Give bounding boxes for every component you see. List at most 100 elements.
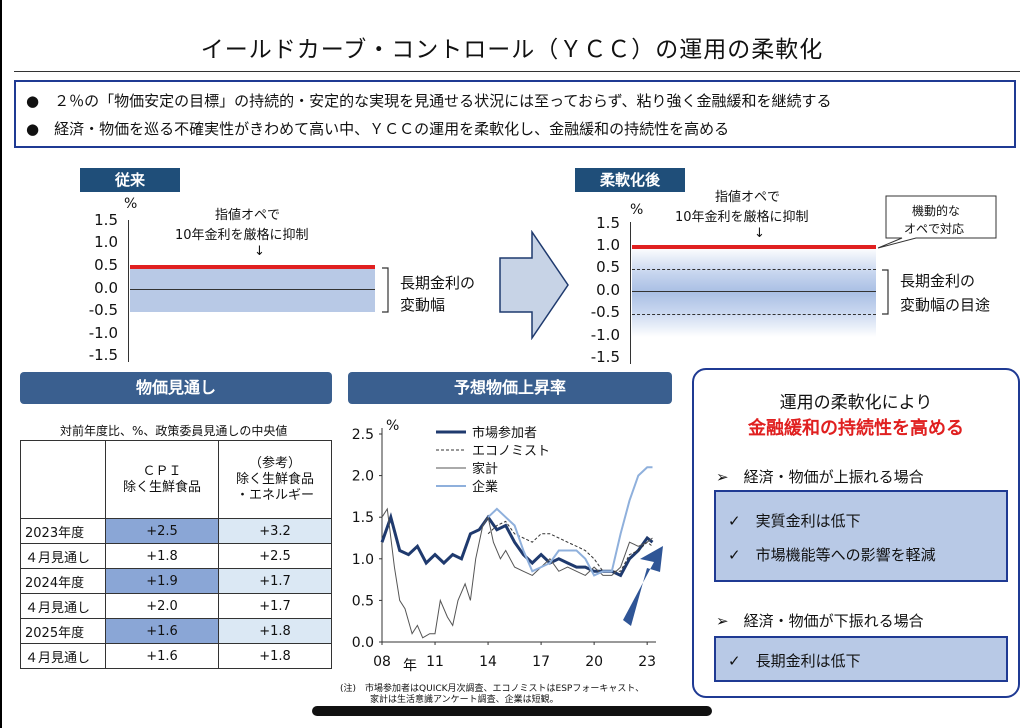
row-core-value: +1.8 <box>218 643 332 669</box>
panel-case-up: ➢ 経済・物価が上振れる場合 <box>716 468 924 486</box>
before-note-2: 10年金利を厳格に抑制 <box>175 228 309 243</box>
panel-down-box: ✓ 長期金利は低下 <box>714 636 1008 682</box>
before-note-1: 指値オペで <box>215 208 281 223</box>
series-line-2 <box>381 507 653 639</box>
forecast-col2-header: （参考） 除く生鮮食品 ・エネルギー <box>218 440 332 519</box>
panel-title-2: 金融緩和の持続性を高める <box>748 418 964 439</box>
window-frame-edge <box>0 0 2 728</box>
chart-y-tick-label: 0.5 <box>352 593 374 609</box>
row-core-value: +3.2 <box>218 518 332 544</box>
chart-y-tick-label: 0.0 <box>352 635 374 651</box>
after-unit: % <box>630 202 644 218</box>
row-label: ４月見通し <box>20 643 106 669</box>
panel-title-1: 運用の柔軟化により <box>779 393 933 413</box>
after-zero-line <box>632 291 876 292</box>
panel-down-item-1: ✓ 長期金利は低下 <box>728 652 861 670</box>
before-y-axis <box>128 220 129 362</box>
chart-note-line1: (注) 市場参加者はQUICK月次調査、エコノミストはESPフォーキャスト、 <box>340 684 645 694</box>
after-header: 柔軟化後 <box>575 168 685 192</box>
before-unit: % <box>124 196 138 212</box>
panel-up-item-1: ✓ 実質金利は低下 <box>728 512 861 530</box>
after-tick-6: -1.0 <box>590 326 620 344</box>
forecast-table: ＣＰＩ 除く生鮮食品 （参考） 除く生鮮食品 ・エネルギー 2023年度 +2.… <box>20 440 332 669</box>
row-cpi-value: +1.6 <box>105 618 219 644</box>
chart-y-tick-label: 2.0 <box>352 469 374 485</box>
row-cpi-value: +1.9 <box>105 568 219 594</box>
forecast-corner-cell <box>20 440 106 519</box>
table-row: 2023年度 +2.5 +3.2 <box>20 518 332 544</box>
before-tick-4: 0.0 <box>94 279 118 297</box>
after-tick-3: 0.5 <box>596 258 620 276</box>
before-cap-line <box>130 265 375 269</box>
summary-box: ● ２％の「物価安定の目標」の持続的・安定的な実現を見通せる状況には至っておらず… <box>14 80 1016 148</box>
after-diagram: % 1.5 1.0 0.5 0.0 -0.5 -1.0 -1.5 指値オペで 1… <box>540 190 1020 366</box>
row-cpi-value: +1.6 <box>105 643 219 669</box>
after-band-label-1: 長期金利の <box>900 272 976 290</box>
summary-line-2: ● 経済・物価を巡る不確実性がきわめて高い中、ＹＣＣの運用を柔軟化し、金融緩和の… <box>26 120 730 138</box>
before-tick-1: 1.5 <box>94 211 118 229</box>
chart-note-line2: 家計は生活意識アンケート調査、企業は短観。 <box>370 695 559 705</box>
before-tick-7: -1.5 <box>88 346 118 364</box>
after-callout <box>877 195 997 249</box>
flexibility-panel: 運用の柔軟化により 金融緩和の持続性を高める ➢ 経済・物価が上振れる場合 ✓ … <box>692 368 1020 698</box>
row-label: 2024年度 <box>20 568 106 594</box>
legend-label-2: 家計 <box>472 461 498 477</box>
row-core-value: +1.7 <box>218 593 332 619</box>
panel-up-box: ✓ 実質金利は低下 ✓ 市場機能等への影響を軽減 <box>714 490 1008 582</box>
row-cpi-value: +2.5 <box>105 518 219 544</box>
chart-x-tick-label: 14 <box>479 654 497 670</box>
before-header: 従来 <box>80 168 180 192</box>
row-label: 2023年度 <box>20 518 106 544</box>
row-core-value: +1.8 <box>218 618 332 644</box>
forecast-col2-line2: 除く生鮮食品 <box>235 471 314 487</box>
chart-y-tick-label: 1.0 <box>352 552 374 568</box>
row-core-value: +1.7 <box>218 568 332 594</box>
table-row: ４月見通し +1.6 +1.8 <box>20 643 332 669</box>
after-upper-dashed <box>632 269 876 270</box>
summary-line-1: ● ２％の「物価安定の目標」の持続的・安定的な実現を見通せる状況には至っておらず… <box>26 92 832 110</box>
legend-label-3: 企業 <box>472 479 498 495</box>
row-cpi-value: +2.0 <box>105 593 219 619</box>
before-brace <box>382 267 389 313</box>
after-cap-line <box>632 245 876 249</box>
after-tick-2: 1.0 <box>596 236 620 254</box>
table-row: 2024年度 +1.9 +1.7 <box>20 568 332 594</box>
transition-arrow <box>499 230 569 340</box>
legend-label-1: エコノミスト <box>472 444 550 459</box>
uptrend-arrow <box>623 546 663 626</box>
table-row: 2025年度 +1.6 +1.8 <box>20 618 332 644</box>
chart-x-tick-label: 17 <box>532 654 550 670</box>
chart-y-tick-label: 1.5 <box>352 510 374 526</box>
row-cpi-value: +1.8 <box>105 543 219 569</box>
before-band-label-2: 変動幅 <box>400 296 446 314</box>
after-brace <box>882 269 889 315</box>
after-tick-7: -1.5 <box>590 348 620 366</box>
chart-x-unit: 年 <box>403 658 417 674</box>
forecast-subtitle: 対前年度比、%、政策委員見通しの中央値 <box>60 424 288 438</box>
series-line-1 <box>487 520 653 572</box>
panel-up-item-2: ✓ 市場機能等への影響を軽減 <box>728 546 936 564</box>
bottom-scroll-indicator[interactable] <box>312 706 712 716</box>
forecast-col2-line3: ・エネルギー <box>235 487 314 503</box>
before-tick-2: 1.0 <box>94 233 118 251</box>
row-label: ４月見通し <box>20 543 106 569</box>
after-y-axis <box>630 222 631 364</box>
before-band-label-1: 長期金利の <box>400 274 476 292</box>
chart-x-tick-label: 11 <box>426 654 444 670</box>
after-note-2: 10年金利を厳格に抑制 <box>675 210 809 225</box>
after-note-arrow: ↓ <box>754 226 765 241</box>
before-tick-5: -0.5 <box>88 301 118 319</box>
after-band-label-2: 変動幅の目途 <box>900 296 991 314</box>
before-zero-line <box>130 289 375 290</box>
forecast-col1-header: ＣＰＩ 除く生鮮食品 <box>105 440 219 519</box>
chart-y-tick-label: 2.5 <box>352 427 374 443</box>
after-callout-1: 機動的な <box>912 204 961 218</box>
after-lower-dashed <box>632 314 876 315</box>
row-core-value: +2.5 <box>218 543 332 569</box>
after-callout-2: オペで対応 <box>904 222 965 236</box>
chart-note: (注) 市場参加者はQUICK月次調査、エコノミストはESPフォーキャスト、 家… <box>340 684 644 706</box>
row-label: ４月見通し <box>20 593 106 619</box>
chart-header: 予想物価上昇率 <box>348 372 672 404</box>
after-tick-4: 0.0 <box>596 281 620 299</box>
after-tick-5: -0.5 <box>590 303 620 321</box>
